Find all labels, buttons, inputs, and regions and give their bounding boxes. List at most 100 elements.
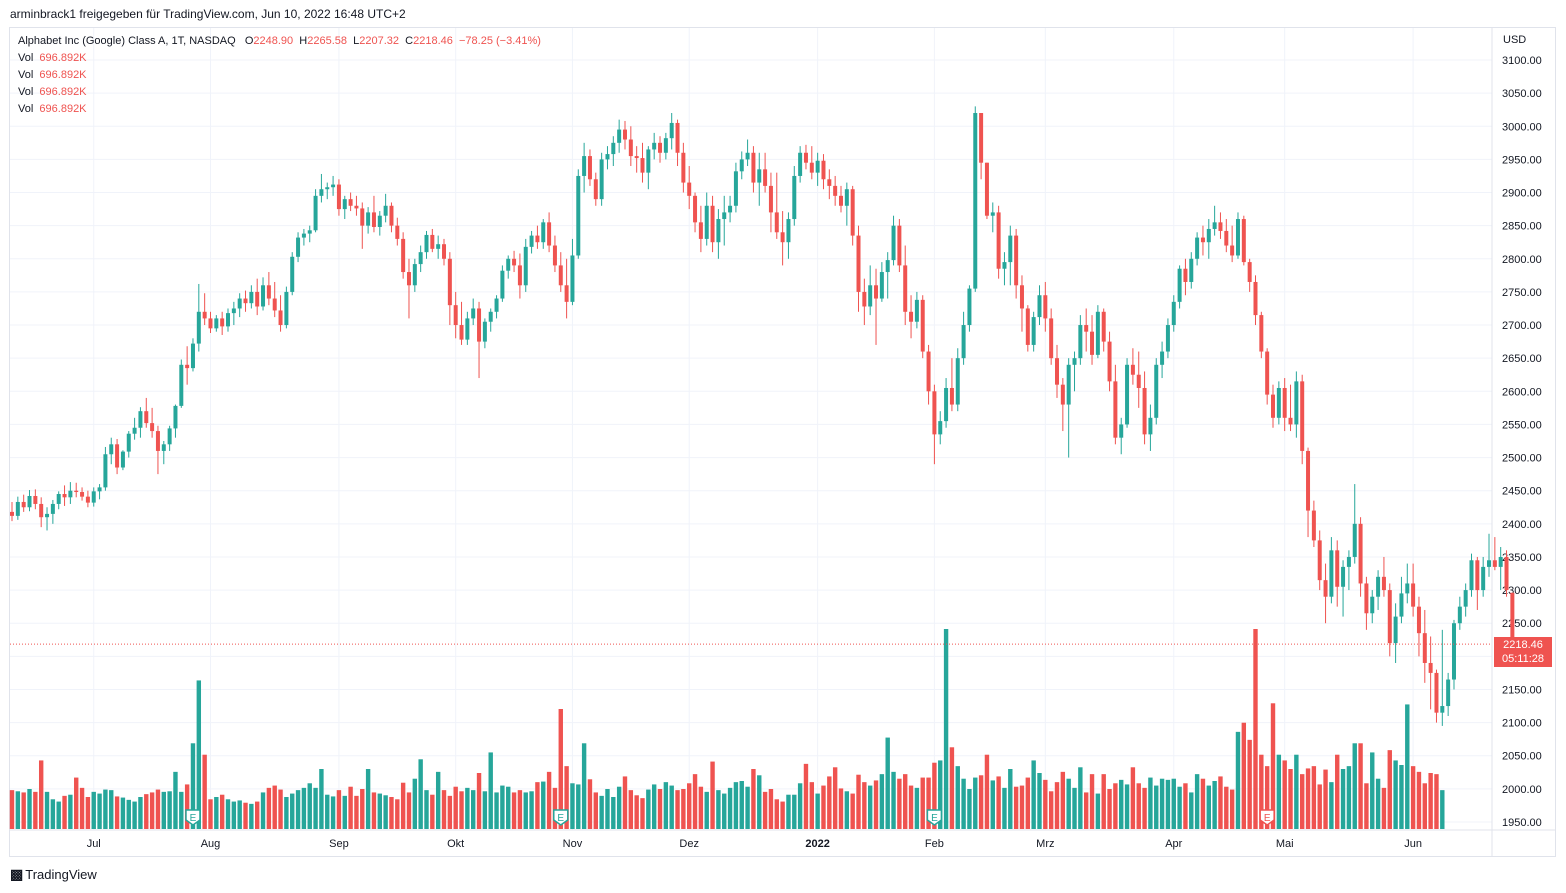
volume-bar [1405, 704, 1410, 829]
candle-body [185, 364, 190, 369]
volume-bar [710, 761, 715, 829]
volume-bar [418, 759, 423, 829]
candle-body [436, 244, 441, 249]
candle-body [430, 234, 435, 249]
candle-body [821, 160, 826, 180]
open-value: 2248.90 [253, 35, 294, 47]
volume-bar [727, 787, 733, 829]
close-label: C [405, 35, 414, 47]
volume-bar [856, 774, 861, 829]
candle-body [62, 494, 67, 498]
volume-bar [593, 792, 598, 829]
volume-bar [599, 795, 604, 829]
candle-body [91, 491, 96, 503]
candle-body [167, 428, 172, 445]
candle-body [1055, 358, 1060, 385]
candle-body [97, 487, 102, 492]
candle-body [862, 291, 867, 307]
volume-bar [973, 777, 978, 829]
candle-body [1165, 325, 1170, 352]
volume-bar [1235, 731, 1241, 829]
candle-body [342, 199, 347, 210]
candle-body [296, 237, 301, 257]
volume-bar [803, 763, 809, 829]
volume-bar [1171, 778, 1176, 829]
candle-body [1066, 364, 1071, 405]
candle-body [611, 142, 616, 155]
candle-body [1084, 325, 1089, 332]
volume-bar [336, 790, 342, 829]
volume-bar [219, 794, 225, 829]
volume-bar [237, 800, 242, 829]
volume-bar [797, 783, 803, 829]
candle-body [1463, 590, 1468, 607]
candle-body [932, 391, 937, 435]
volume-bar [1288, 769, 1293, 829]
candle-body [687, 182, 692, 196]
tradingview-footer[interactable]: ▩ TradingView [10, 866, 97, 883]
volume-bar [1416, 771, 1422, 829]
volume-bar [978, 775, 984, 829]
volume-bar [371, 792, 377, 829]
symbol-name: Alphabet Inc (Google) Class A, 1T, NASDA… [18, 35, 236, 47]
volume-bar [482, 791, 488, 829]
candle-body [237, 298, 242, 309]
current-price: 2218.46 [1503, 639, 1543, 651]
volume-bar [891, 771, 896, 829]
volume-bar [27, 789, 32, 829]
candle-body [1405, 583, 1410, 594]
candle-body [354, 205, 359, 209]
volume-bar [1130, 767, 1136, 829]
candle-body [482, 321, 487, 342]
candle-body [471, 308, 476, 319]
volume-bar [406, 792, 412, 829]
volume-bar [873, 780, 879, 829]
candle-body [669, 122, 674, 139]
volume-bar [827, 776, 832, 829]
volume-bar [1194, 774, 1200, 829]
candle-body [1271, 394, 1276, 418]
candle-body [751, 152, 756, 183]
candle-body [395, 225, 400, 239]
candle-body [1200, 237, 1205, 243]
candle-body [955, 358, 960, 405]
volume-bar [1282, 760, 1287, 829]
volume-bar [517, 790, 523, 829]
volume-bar [1340, 769, 1346, 829]
volume-bar [511, 792, 517, 829]
candle-body [704, 205, 709, 239]
candle-body [301, 233, 306, 238]
y-tick-label: 2550.00 [1502, 419, 1542, 431]
volume-bar [1264, 766, 1270, 829]
volume-bar [435, 771, 441, 829]
candle-body [1189, 258, 1194, 282]
x-tick-label: Apr [1165, 838, 1182, 850]
volume-bar [1206, 785, 1211, 829]
candle-body [1014, 235, 1019, 286]
candle-body [1317, 540, 1322, 581]
volume-bar [914, 787, 920, 829]
candle-body [1300, 381, 1305, 451]
volume-bar [50, 799, 56, 829]
candle-body [80, 492, 85, 497]
volume-bar [225, 799, 231, 829]
volume-bar [745, 786, 750, 829]
earnings-marker-label: E [190, 813, 197, 824]
candle-body [1136, 374, 1141, 388]
volume-bar [564, 766, 569, 829]
y-tick-label: 1950.00 [1502, 817, 1542, 829]
earnings-marker-label: E [931, 813, 938, 824]
candle-body [1025, 308, 1030, 345]
candle-body [1230, 245, 1235, 256]
candle-body [261, 285, 266, 307]
volume-bar [272, 785, 277, 829]
candle-body [1352, 523, 1357, 557]
volume-bar [62, 795, 67, 829]
volume-bar [529, 791, 534, 829]
volume-bar [1253, 629, 1258, 829]
candle-body [506, 258, 511, 271]
volume-legend: Vol 696.892K [18, 86, 87, 98]
high-value: 2265.58 [307, 35, 347, 47]
candle-body [1358, 523, 1363, 584]
